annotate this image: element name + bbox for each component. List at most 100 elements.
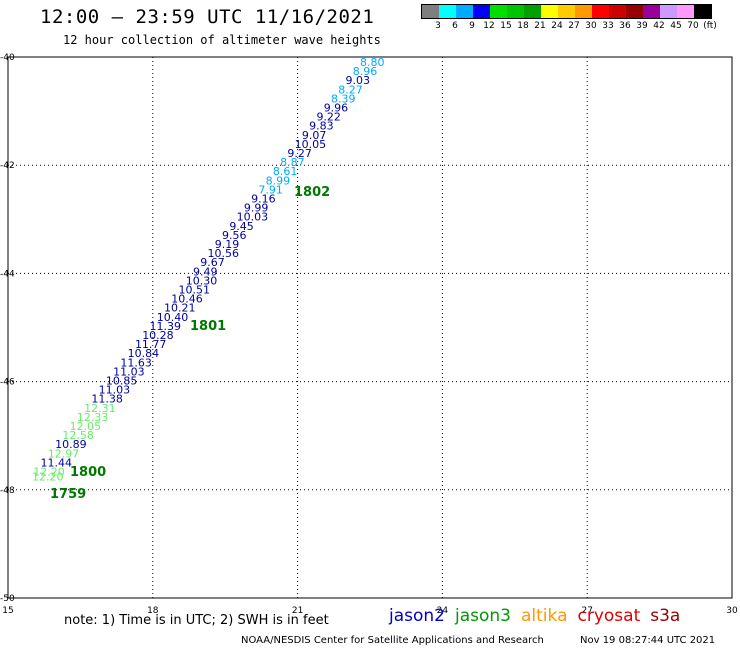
generation-timestamp: Nov 19 08:27:44 UTC 2021	[580, 635, 716, 646]
wave-height-label: 8.27	[338, 83, 363, 96]
wave-height-label: 10.05	[295, 138, 327, 151]
legend-label: 33	[602, 21, 614, 31]
legend-label: 36	[619, 21, 631, 31]
legend-swatch	[541, 5, 558, 18]
x-tick-label: 21	[292, 606, 303, 616]
wave-height-label: 10.51	[179, 284, 211, 297]
y-tick-label: -46	[0, 378, 15, 388]
legend-label: 18	[517, 21, 529, 31]
wave-height-label: 10.40	[157, 311, 189, 324]
wave-height-label: 10.85	[106, 375, 137, 388]
wave-height-label: 8.39	[331, 92, 356, 105]
color-legend: 3 6 9 12 15 18 21 24 27 30 33 36 39 42 45 70 (ft)	[421, 4, 717, 33]
wave-height-label: 9.07	[302, 129, 327, 142]
legend-swatch	[558, 5, 575, 18]
x-tick-label: 15	[2, 606, 13, 616]
legend-swatch	[422, 5, 439, 18]
y-tick-label: -50	[0, 594, 15, 604]
wave-height-label: 8.80	[360, 56, 385, 69]
legend-label: 3	[435, 21, 441, 31]
mission-cryosat: cryosat	[577, 606, 641, 626]
wave-height-label: 11.03	[113, 365, 145, 378]
x-tick-label: 18	[147, 606, 159, 616]
page-subtitle: 12 hour collection of altimeter wave hei…	[63, 33, 381, 47]
legend-swatch	[524, 5, 541, 18]
y-tick-label: -44	[0, 269, 15, 279]
wave-height-label: 9.22	[316, 111, 341, 124]
legend-label: 12	[483, 21, 495, 31]
legend-swatch	[660, 5, 677, 18]
wave-height-label: 8.99	[266, 174, 291, 187]
mission-legend: jason2 jason3 altika cryosat s3a	[389, 606, 690, 626]
wave-height-label: 9.96	[324, 102, 349, 115]
wave-height-label: 9.19	[215, 238, 240, 251]
legend-label: 30	[585, 21, 597, 31]
wave-height-label: 12.97	[48, 447, 80, 460]
wave-height-label: 10.56	[208, 247, 240, 260]
legend-label: (ft)	[703, 21, 717, 31]
page-title: 12:00 – 23:59 UTC 11/16/2021	[40, 6, 375, 28]
legend-label: 70	[687, 21, 699, 31]
legend-swatch	[507, 5, 524, 18]
y-tick-label: -40	[0, 53, 15, 63]
wave-height-label: 9.56	[222, 229, 247, 242]
legend-swatch	[473, 5, 490, 18]
legend-label: 45	[670, 21, 682, 31]
wave-height-label: 11.03	[99, 384, 131, 397]
legend-label: 24	[551, 21, 563, 31]
legend-swatch	[677, 5, 694, 18]
wave-height-label: 10.28	[142, 329, 174, 342]
mission-jason2: jason2	[389, 606, 445, 626]
wave-height-label: 7.91	[258, 183, 283, 196]
legend-swatch	[694, 5, 711, 18]
x-tick-label: 30	[726, 606, 738, 616]
y-tick-label: -42	[0, 161, 15, 171]
legend-label: 21	[534, 21, 546, 31]
legend-label: 27	[568, 21, 580, 31]
time-label: 1801	[190, 319, 226, 334]
legend-swatch	[643, 5, 660, 18]
legend-swatches	[421, 4, 712, 19]
y-tick-label: -48	[0, 486, 15, 496]
time-label: 1802	[294, 185, 330, 200]
wave-height-label: 11.38	[91, 393, 123, 406]
wave-height-label: 11.77	[135, 338, 167, 351]
wave-height-label: 8.96	[353, 65, 378, 78]
wave-height-label: 12.05	[70, 420, 102, 433]
wave-height-label: 10.84	[128, 347, 159, 360]
credit-text: NOAA/NESDIS Center for Satellite Applica…	[241, 635, 544, 646]
mission-jason3: jason3	[455, 606, 511, 626]
wave-height-label: 12.20	[32, 471, 64, 484]
wave-height-label: 10.03	[237, 211, 269, 224]
wave-height-label: 10.21	[164, 302, 196, 315]
legend-swatch	[609, 5, 626, 18]
wave-height-label: 9.49	[193, 265, 218, 278]
wave-height-label: 9.83	[309, 120, 334, 133]
legend-swatch	[490, 5, 507, 18]
wave-height-label: 9.99	[244, 202, 269, 215]
time-label: 1800	[70, 465, 106, 480]
legend-swatch	[456, 5, 473, 18]
wave-height-label: 11.63	[120, 356, 152, 369]
wave-height-label: 9.27	[287, 147, 312, 160]
legend-label: 9	[469, 21, 475, 31]
wave-height-label: 12.33	[77, 411, 109, 424]
legend-label: 15	[500, 21, 512, 31]
wave-height-label: 9.67	[200, 256, 225, 269]
legend-swatch	[592, 5, 609, 18]
x-tick-label: 27	[581, 606, 592, 616]
map-frame	[7, 56, 733, 599]
legend-label: 42	[653, 21, 665, 31]
wave-height-label: 12.20	[33, 466, 65, 479]
wave-height-label: 8.87	[280, 156, 305, 169]
legend-swatch	[626, 5, 643, 18]
mission-altika: altika	[521, 606, 568, 626]
wave-height-label: 10.30	[186, 274, 218, 287]
time-label: 1759	[50, 487, 86, 502]
wave-height-label: 11.44	[41, 456, 72, 469]
x-tick-label: 24	[437, 606, 449, 616]
wave-height-label: 11.39	[149, 320, 181, 333]
wave-height-label: 9.16	[251, 193, 276, 206]
legend-swatch	[439, 5, 456, 18]
